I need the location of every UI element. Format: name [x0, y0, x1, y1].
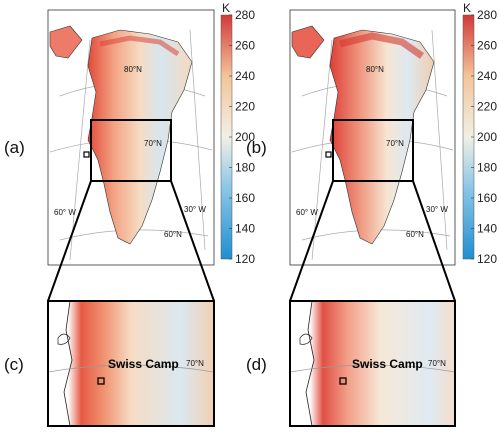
graticule-60w-b: [311, 39, 333, 261]
swiss-camp-marker-d: [339, 377, 347, 385]
swiss-camp-label-d: Swiss Camp: [352, 357, 423, 371]
lat-label-70n-c: 70°N: [186, 359, 204, 368]
colorbar-a-tick-label: 260: [235, 39, 255, 53]
island-c: [57, 333, 71, 345]
inset-field-c: [48, 301, 214, 426]
map-panel-b: 80°N 70°N 60° W 30° W 60°N: [289, 9, 456, 266]
colorbar-b-tick-label: 280: [477, 8, 497, 22]
lat-label-70n-a: 70°N: [144, 139, 162, 148]
graticule-30w-a: [189, 29, 206, 251]
lat-label-70n-b: 70°N: [386, 139, 404, 148]
coastline-d: [290, 301, 315, 426]
canada-land-b: [291, 25, 325, 59]
greenland-ice-b: [329, 29, 435, 245]
inset-frame-c: [47, 300, 215, 427]
colorbar-b-tick-label: 180: [477, 161, 497, 175]
colorbar-a-tick-label: 240: [235, 69, 255, 83]
swiss-camp-marker-c: [97, 377, 105, 385]
lat-label-80n-a: 80°N: [124, 65, 142, 74]
colorbar-a-tick-label: 280: [235, 8, 255, 22]
zoom-box-b: [332, 119, 414, 182]
inset-field-d: [290, 301, 455, 426]
lon-label-60w-a: 60° W: [54, 208, 76, 217]
canada-land-a: [49, 25, 83, 59]
graticule-70n-c: [48, 364, 214, 373]
panel-label-a: (a): [4, 138, 25, 157]
graticule-70n-d: [290, 364, 455, 373]
lon-label-30w-b: 30° W: [426, 205, 448, 214]
inset-panel-c: Swiss Camp 70°N: [47, 300, 215, 427]
colorbar-b-tick-label: 160: [477, 191, 497, 205]
panel-label-d: (d): [246, 355, 267, 374]
lon-label-60w-b: 60° W: [296, 208, 318, 217]
colorbar-a: K 280 260 240 220 200 180 160 140 120: [220, 1, 255, 266]
map-panel-a: 80°N 70°N 60° W 30° W 60°N: [47, 9, 215, 266]
colorbar-b-tick-label: 260: [477, 39, 497, 53]
colorbar-a-tick-label: 180: [235, 161, 255, 175]
colorbar-b-tick-label: 240: [477, 69, 497, 83]
lat-label-70n-d: 70°N: [428, 359, 446, 368]
zoom-connectors: [47, 180, 456, 302]
colorbar-a-unit: K: [222, 1, 230, 15]
colorbar-a-tick-label: 140: [235, 222, 255, 236]
zoom-box-a: [90, 119, 172, 182]
island-d: [299, 333, 313, 345]
inset-frame-d: [289, 300, 456, 427]
colorbar-b-tick-label: 200: [477, 130, 497, 144]
greenland-ice-a: [87, 29, 193, 245]
swiss-camp-marker-b: [325, 151, 332, 158]
inset-panel-d: Swiss Camp 70°N: [289, 300, 456, 427]
colorbar-a-tick-label: 160: [235, 191, 255, 205]
north-coast-warm-b: [339, 32, 425, 59]
colorbar-a-tick-label: 200: [235, 130, 255, 144]
lat-label-80n-b: 80°N: [366, 65, 384, 74]
colorbar-b-tick-label: 140: [477, 222, 497, 236]
lat-label-60n-b: 60°N: [406, 230, 424, 239]
swiss-camp-label-c: Swiss Camp: [108, 357, 179, 371]
graticule-30w-b: [431, 29, 448, 251]
map-frame-a: [47, 9, 215, 266]
lon-label-30w-a: 30° W: [184, 205, 206, 214]
lat-label-60n-a: 60°N: [164, 230, 182, 239]
coastline-c: [48, 301, 73, 426]
colorbar-a-tick-label: 120: [235, 252, 255, 266]
colorbar-a-tick-label: 220: [235, 100, 255, 114]
north-coast-warm-a: [99, 35, 180, 57]
colorbar-b-tick-label: 220: [477, 100, 497, 114]
swiss-camp-marker-a: [83, 151, 90, 158]
colorbar-b-tick-label: 120: [477, 252, 497, 266]
graticule-60w-a: [69, 39, 91, 261]
panel-label-b: (b): [246, 138, 267, 157]
colorbar-b: K 280 260 240 220 200 180 160 140 120: [462, 1, 497, 266]
panel-label-c: (c): [4, 355, 24, 374]
map-frame-b: [289, 9, 456, 266]
colorbar-b-unit: K: [463, 1, 471, 15]
